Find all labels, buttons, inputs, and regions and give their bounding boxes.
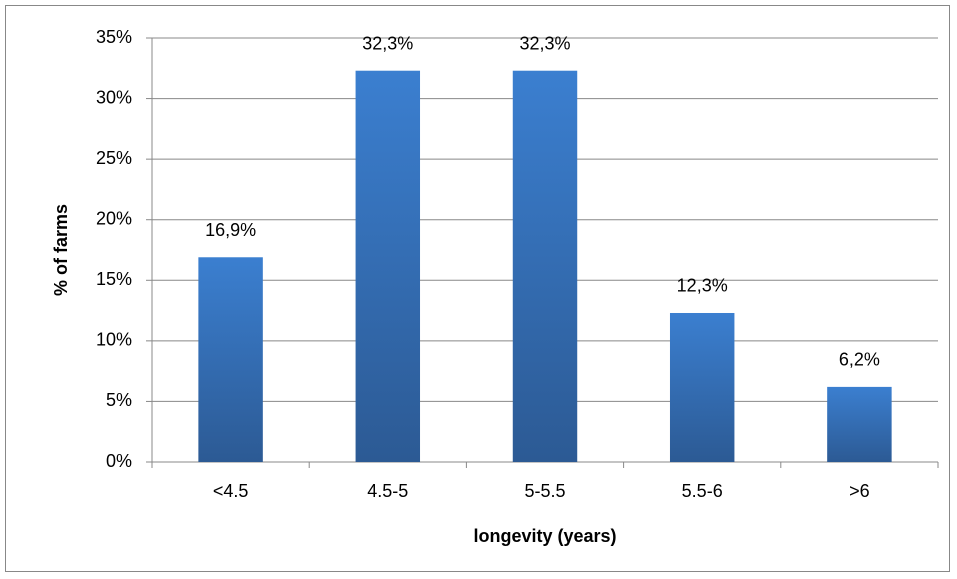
- x-axis-title: longevity (years): [473, 526, 616, 546]
- chart-border: [5, 5, 950, 572]
- x-tick-label: <4.5: [213, 481, 249, 501]
- bar: [198, 257, 263, 462]
- x-tick-label: >6: [849, 481, 870, 501]
- x-tick-label: 4.5-5: [367, 481, 408, 501]
- value-label: 32,3%: [362, 33, 413, 53]
- value-label: 12,3%: [677, 276, 728, 296]
- value-label: 32,3%: [519, 33, 570, 53]
- bar: [669, 312, 735, 462]
- value-label: 6,2%: [839, 350, 880, 370]
- y-tick-label: 10%: [96, 330, 132, 350]
- x-tick-label: 5-5.5: [524, 481, 565, 501]
- y-tick-label: 0%: [106, 451, 132, 471]
- y-tick-label: 35%: [96, 27, 132, 47]
- y-tick-label: 15%: [96, 269, 132, 289]
- bar: [512, 70, 578, 463]
- y-tick-label: 5%: [106, 390, 132, 410]
- y-tick-label: 30%: [96, 87, 132, 107]
- bar: [355, 70, 421, 463]
- bar: [827, 386, 892, 462]
- value-label: 16,9%: [205, 220, 256, 240]
- y-tick-label: 20%: [96, 208, 132, 228]
- y-tick-label: 25%: [96, 148, 132, 168]
- y-axis-title: % of farms: [51, 204, 71, 296]
- x-tick-label: 5.5-6: [682, 481, 723, 501]
